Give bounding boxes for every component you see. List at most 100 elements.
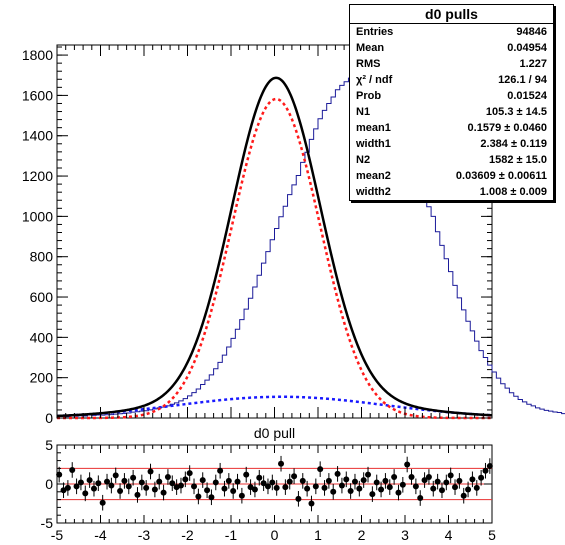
y-tick-label: 200 [30, 370, 54, 386]
stats-row-value: 1582 ± 15.0 [488, 154, 547, 166]
y-tick-label: 1600 [22, 87, 53, 103]
res-x-tick-label: 0 [271, 527, 279, 543]
residual-point [417, 495, 424, 502]
y-tick-label: 1400 [22, 128, 53, 144]
stats-row-label: Mean [356, 42, 385, 54]
residual-point [182, 476, 189, 483]
stats-row-label: N2 [356, 154, 371, 166]
residual-point [134, 491, 141, 498]
residual-point [212, 479, 219, 486]
residual-point [260, 480, 267, 487]
residual-point [295, 495, 302, 502]
residual-point [434, 478, 441, 485]
residual-point [291, 473, 298, 480]
residual-point [365, 471, 372, 478]
residual-point [456, 477, 463, 484]
residual-point [386, 484, 393, 491]
residual-point [151, 486, 158, 493]
stats-row: N1 105.3 ± 14.5 [350, 104, 553, 120]
residual-point [147, 468, 154, 475]
stats-row-value: 0.1579 ± 0.0460 [467, 122, 547, 134]
stats-row-label: mean2 [356, 170, 391, 182]
fit-narrow-component [57, 97, 492, 420]
residual-point [112, 472, 119, 479]
stats-row: RMS 1.227 [350, 56, 553, 72]
residual-point [104, 478, 111, 485]
stats-row-value: 105.3 ± 14.5 [485, 106, 547, 118]
residual-point [230, 488, 237, 495]
residual-point [99, 499, 106, 506]
residual-point [399, 481, 406, 488]
residual-point [391, 473, 398, 480]
stats-row-value: 0.01524 [507, 90, 547, 102]
residual-point [378, 486, 385, 493]
residual-point [438, 487, 445, 494]
residual-point [238, 492, 245, 499]
residual-point [443, 479, 450, 486]
stats-row: χ² / ndf 126.1 / 94 [350, 72, 553, 88]
residual-point [143, 484, 150, 491]
res-x-tick-label: -5 [51, 527, 64, 543]
stats-row: Mean 0.04954 [350, 40, 553, 56]
res-x-tick-label: 1 [314, 527, 322, 543]
residual-point [221, 485, 228, 492]
y-tick-label: 1200 [22, 168, 53, 184]
residual-point [156, 478, 163, 485]
residual-point [108, 482, 115, 489]
residual-point [121, 477, 128, 484]
stats-row: Entries 94846 [350, 24, 553, 40]
residual-point [169, 480, 176, 487]
y-tick-label: 400 [30, 329, 54, 345]
res-x-tick-label: -1 [225, 527, 238, 543]
stats-row-value: 0.04954 [507, 42, 547, 54]
residual-point [465, 486, 472, 493]
y-tick-label: 800 [30, 249, 54, 265]
residual-point [334, 470, 341, 477]
stats-row-value: 126.1 / 94 [498, 74, 547, 86]
residual-point [286, 478, 293, 485]
stats-row-value: 0.03609 ± 0.00611 [455, 170, 547, 182]
residual-point [360, 477, 367, 484]
stats-row-value: 1.227 [519, 58, 547, 70]
residual-panel: -5 -4 -3 -2 -1 0 1 2 3 4 5 -5 0 5 [41, 437, 497, 543]
stats-row-label: mean1 [356, 122, 391, 134]
residual-point [217, 467, 224, 474]
residual-point [404, 461, 411, 468]
res-x-tick-label: -2 [181, 527, 194, 543]
y-tick-label: 600 [30, 289, 54, 305]
y-tick-label: 1800 [22, 47, 53, 63]
stats-row-value: 1.008 ± 0.009 [479, 186, 547, 198]
residual-point [452, 484, 459, 491]
residual-point [430, 485, 437, 492]
residual-point [86, 477, 93, 484]
res-x-tick-label: 4 [445, 527, 453, 543]
residual-point [164, 473, 171, 480]
residual-point [138, 479, 145, 486]
residual-point [56, 471, 63, 478]
y-tick-label: 1000 [22, 208, 53, 224]
stats-box-title: d0 pulls [350, 5, 553, 24]
residual-point [317, 466, 324, 473]
residual-point [269, 479, 276, 486]
residual-point [482, 467, 489, 474]
residual-point [208, 494, 215, 501]
residual-point [369, 491, 376, 498]
stats-row-value: 2.384 ± 0.119 [480, 138, 547, 150]
residual-point [325, 477, 332, 484]
residual-point [312, 483, 319, 490]
residual-point [395, 489, 402, 496]
residual-point [356, 485, 363, 492]
residual-point [308, 500, 315, 507]
residual-point [473, 484, 480, 491]
residual-point [343, 476, 350, 483]
residual-point [304, 485, 311, 492]
residual-point [251, 486, 258, 493]
residual-point [373, 479, 380, 486]
residual-point [412, 483, 419, 490]
res-x-tick-label: 3 [401, 527, 409, 543]
stats-row-label: χ² / ndf [356, 74, 393, 86]
stats-row: mean2 0.03609 ± 0.00611 [350, 168, 553, 184]
residual-point [321, 484, 328, 491]
stats-box: d0 pulls Entries 94846 Mean 0.04954 RMS 1.227… [349, 4, 554, 201]
